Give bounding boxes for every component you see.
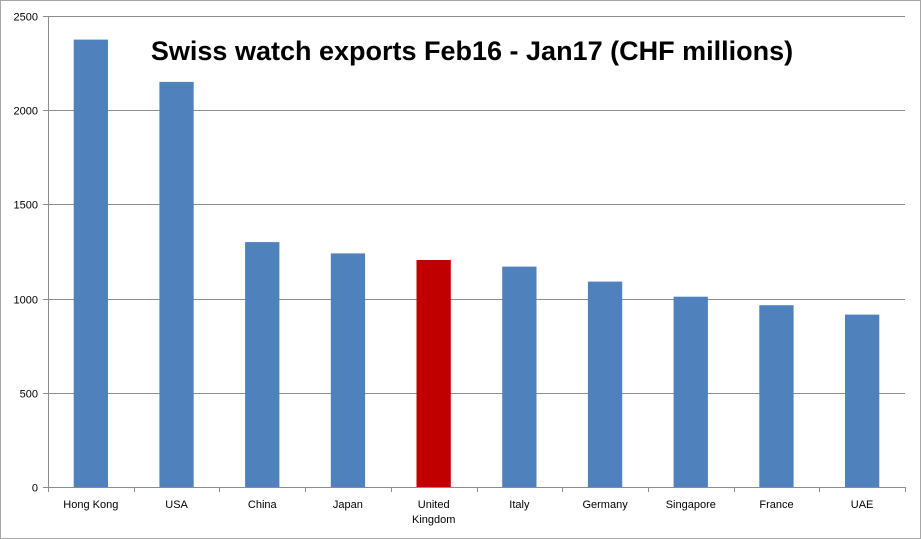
bar-japan bbox=[330, 253, 366, 487]
y-tick-label-2000: 2000 bbox=[14, 106, 38, 118]
bar-germany bbox=[587, 281, 623, 487]
bar-uae bbox=[845, 314, 880, 487]
y-tick-label-500: 500 bbox=[20, 389, 38, 401]
x-tick-label-usa: USA bbox=[165, 499, 188, 511]
y-tick-label-1500: 1500 bbox=[14, 200, 38, 212]
bar-hong-kong bbox=[73, 39, 108, 487]
y-tick-label-2500: 2500 bbox=[14, 12, 38, 24]
x-tick-label-hong-kong: Hong Kong bbox=[63, 499, 118, 511]
x-tick-label-china: China bbox=[248, 499, 278, 511]
bar-china bbox=[245, 242, 280, 487]
bar-italy bbox=[502, 266, 537, 487]
x-tick-label-singapore: Singapore bbox=[666, 499, 716, 511]
x-tick-label-germany: Germany bbox=[582, 499, 628, 511]
bar-usa bbox=[159, 81, 194, 488]
y-tick-label-1000: 1000 bbox=[14, 295, 38, 307]
x-tick-label-japan: Japan bbox=[333, 499, 363, 511]
x-tick-labels: Hong Kong USA China Japan United Kingdom Italy… bbox=[63, 499, 873, 526]
x-tick-label-united-kingdom: United Kingdom bbox=[412, 499, 455, 526]
x-tick-label-uae: UAE bbox=[851, 499, 874, 511]
bar-france bbox=[759, 305, 794, 487]
y-tick-label-0: 0 bbox=[32, 483, 38, 495]
chart-title: Swiss watch exports Feb16 - Jan17 (CHF m… bbox=[151, 36, 793, 66]
bars bbox=[73, 39, 880, 488]
y-tick-labels: 0 500 1000 1500 2000 2500 bbox=[14, 12, 38, 495]
bar-united-kingdom bbox=[416, 260, 451, 487]
axes bbox=[43, 16, 906, 492]
bar-singapore bbox=[673, 296, 708, 487]
x-tick-label-france: France bbox=[759, 499, 793, 511]
x-tick-label-italy: Italy bbox=[509, 499, 530, 511]
